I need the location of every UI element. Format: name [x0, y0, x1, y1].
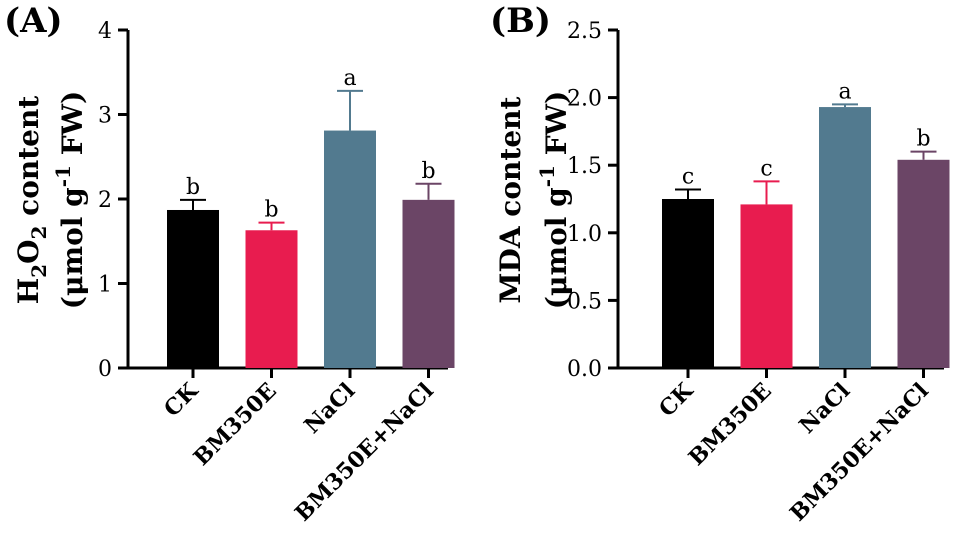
category-label-a-0: CK: [159, 377, 204, 422]
y-tick-label-a: 4: [98, 19, 112, 44]
y-axis-title-b-line2: (μmol g-1 FW): [535, 91, 573, 310]
y-axis-title-b-line1: MDA content: [494, 97, 527, 304]
category-label-b-1: BM350E: [684, 378, 777, 471]
category-label-b-2: NaCl: [794, 378, 855, 439]
bar-a-2: [324, 130, 376, 368]
category-label-b-0: CK: [654, 377, 699, 422]
significance-label-b-2: a: [838, 79, 851, 104]
significance-label-b-0: c: [682, 165, 694, 190]
y-tick-label-b: 0.5: [567, 289, 602, 314]
y-tick-label-b: 1.0: [567, 222, 602, 247]
panel-label-a: (A): [4, 1, 63, 41]
significance-label-b-3: b: [916, 127, 930, 152]
y-tick-label-b: 2.0: [567, 87, 602, 112]
panel-label-b: (B): [490, 1, 551, 41]
y-tick-label-b: 0.0: [567, 357, 602, 382]
significance-label-b-1: c: [760, 156, 772, 181]
category-label-a-2: NaCl: [299, 378, 360, 439]
bar-a-0: [167, 209, 219, 368]
bar-b-2: [819, 107, 871, 369]
chart-panel-a: 0 1 2 3 4 b CK b BM350E a NaCl b BM350E+NaCl: [98, 19, 455, 527]
y-tick-label-a: 0: [98, 357, 112, 382]
y-tick-label-a: 3: [98, 104, 112, 129]
bar-b-1: [740, 204, 793, 368]
significance-label-a-3: b: [421, 159, 435, 184]
y-axis-title-a-line1: H2O2 content: [12, 96, 51, 305]
y-tick-label-a: 1: [98, 273, 112, 298]
bar-b-0: [662, 199, 714, 368]
bar-a-3: [402, 199, 455, 368]
bar-b-3: [897, 159, 950, 368]
significance-label-a-0: b: [186, 175, 200, 200]
y-tick-label-b: 2.5: [567, 19, 602, 44]
category-label-a-1: BM350E: [189, 378, 282, 471]
y-tick-label-a: 2: [98, 188, 112, 213]
y-axis-title-a-line2: (μmol g-1 FW): [51, 91, 89, 310]
chart-panel-b: 0.0 0.5 1.0 1.5 2.0 2.5 c CK c BM350E a NaCl b BM350E…: [567, 19, 950, 527]
y-tick-label-b: 1.5: [567, 154, 602, 179]
category-label-a-3: BM350E+NaCl: [290, 378, 439, 527]
significance-label-a-2: a: [343, 66, 356, 91]
significance-label-a-1: b: [264, 198, 278, 223]
bar-a-1: [245, 230, 298, 368]
category-label-b-3: BM350E+NaCl: [785, 378, 934, 527]
